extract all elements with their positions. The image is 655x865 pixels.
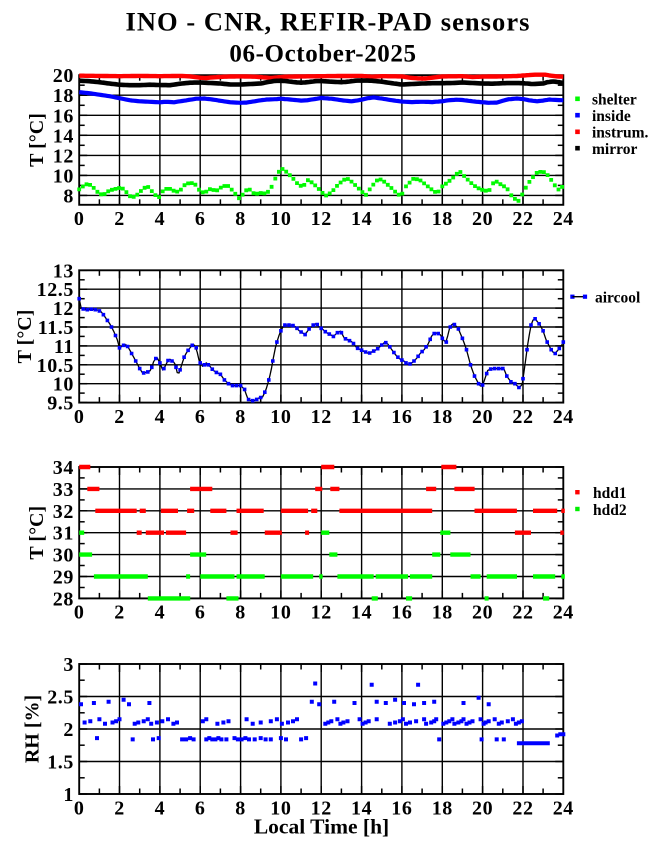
svg-text:2.5: 2.5 (47, 687, 74, 709)
svg-text:20: 20 (472, 406, 493, 428)
svg-text:12: 12 (53, 145, 74, 167)
svg-text:10: 10 (270, 797, 291, 819)
svg-text:1.5: 1.5 (47, 752, 74, 774)
svg-text:inside: inside (592, 108, 631, 125)
svg-text:6: 6 (195, 208, 206, 230)
svg-text:24: 24 (553, 797, 574, 819)
svg-text:12: 12 (53, 298, 74, 320)
svg-text:aircool: aircool (595, 290, 641, 307)
svg-text:4: 4 (155, 208, 166, 230)
svg-text:0: 0 (74, 208, 85, 230)
svg-text:14: 14 (351, 406, 372, 428)
svg-text:20: 20 (472, 602, 493, 624)
svg-text:06-October-2025: 06-October-2025 (229, 41, 416, 68)
svg-text:29: 29 (53, 567, 74, 589)
svg-text:mirror: mirror (592, 141, 637, 158)
svg-text:24: 24 (553, 602, 574, 624)
svg-text:T [°C]: T [°C] (26, 506, 48, 560)
svg-text:28: 28 (53, 588, 74, 610)
svg-text:6: 6 (195, 602, 206, 624)
svg-text:16: 16 (391, 406, 412, 428)
svg-text:8: 8 (235, 797, 246, 819)
svg-text:9.5: 9.5 (47, 393, 74, 415)
svg-text:16: 16 (391, 797, 412, 819)
svg-text:12.5: 12.5 (37, 279, 74, 301)
svg-text:22: 22 (512, 406, 533, 428)
svg-text:8: 8 (235, 602, 246, 624)
svg-text:14: 14 (351, 208, 372, 230)
svg-text:2: 2 (114, 208, 125, 230)
svg-text:11: 11 (54, 336, 74, 358)
svg-text:12: 12 (311, 797, 332, 819)
svg-text:0: 0 (74, 406, 85, 428)
svg-text:16: 16 (391, 208, 412, 230)
svg-text:8: 8 (235, 406, 246, 428)
svg-text:6: 6 (195, 797, 206, 819)
svg-text:T [°C]: T [°C] (14, 310, 36, 364)
svg-text:10: 10 (270, 602, 291, 624)
svg-text:18: 18 (432, 208, 453, 230)
svg-text:Local Time [h]: Local Time [h] (254, 815, 389, 839)
svg-text:14: 14 (351, 602, 372, 624)
svg-text:hdd1: hdd1 (593, 485, 627, 502)
svg-text:34: 34 (53, 457, 74, 479)
svg-text:hdd2: hdd2 (593, 502, 627, 519)
svg-text:14: 14 (53, 125, 74, 147)
svg-text:RH [%]: RH [%] (22, 695, 44, 763)
svg-text:14: 14 (351, 797, 372, 819)
svg-text:shelter: shelter (592, 92, 637, 109)
svg-text:11.5: 11.5 (38, 317, 74, 339)
svg-text:22: 22 (512, 797, 533, 819)
svg-text:18: 18 (432, 406, 453, 428)
svg-text:10: 10 (270, 406, 291, 428)
svg-text:22: 22 (512, 208, 533, 230)
svg-text:18: 18 (432, 797, 453, 819)
svg-text:4: 4 (155, 602, 166, 624)
svg-text:12: 12 (311, 208, 332, 230)
svg-text:8: 8 (235, 208, 246, 230)
svg-text:18: 18 (53, 85, 74, 107)
svg-text:31: 31 (53, 523, 74, 545)
svg-text:20: 20 (472, 797, 493, 819)
svg-text:10: 10 (270, 208, 291, 230)
svg-text:2: 2 (114, 406, 125, 428)
svg-text:12: 12 (311, 602, 332, 624)
svg-text:2: 2 (63, 719, 74, 741)
svg-text:16: 16 (53, 105, 74, 127)
svg-text:12: 12 (311, 406, 332, 428)
svg-text:33: 33 (53, 479, 74, 501)
svg-text:10: 10 (53, 374, 74, 396)
svg-text:2: 2 (114, 602, 125, 624)
svg-text:0: 0 (74, 602, 85, 624)
svg-text:32: 32 (53, 501, 74, 523)
svg-text:24: 24 (553, 406, 574, 428)
svg-text:30: 30 (53, 545, 74, 567)
svg-text:3: 3 (63, 654, 74, 676)
svg-text:22: 22 (512, 602, 533, 624)
svg-text:10: 10 (53, 165, 74, 187)
svg-text:T [°C]: T [°C] (26, 113, 48, 167)
svg-text:8: 8 (63, 185, 74, 207)
svg-text:18: 18 (432, 602, 453, 624)
svg-text:4: 4 (155, 797, 166, 819)
svg-text:0: 0 (74, 797, 85, 819)
svg-text:24: 24 (553, 208, 574, 230)
svg-text:16: 16 (391, 602, 412, 624)
svg-text:6: 6 (195, 406, 206, 428)
svg-text:2: 2 (114, 797, 125, 819)
svg-text:4: 4 (155, 406, 166, 428)
svg-text:1: 1 (63, 784, 74, 806)
svg-text:20: 20 (472, 208, 493, 230)
svg-text:13: 13 (53, 260, 74, 282)
svg-text:INO - CNR, REFIR-PAD sensors: INO - CNR, REFIR-PAD sensors (125, 7, 530, 37)
svg-text:20: 20 (53, 65, 74, 87)
svg-text:10.5: 10.5 (37, 355, 74, 377)
svg-text:instrum.: instrum. (592, 125, 649, 142)
